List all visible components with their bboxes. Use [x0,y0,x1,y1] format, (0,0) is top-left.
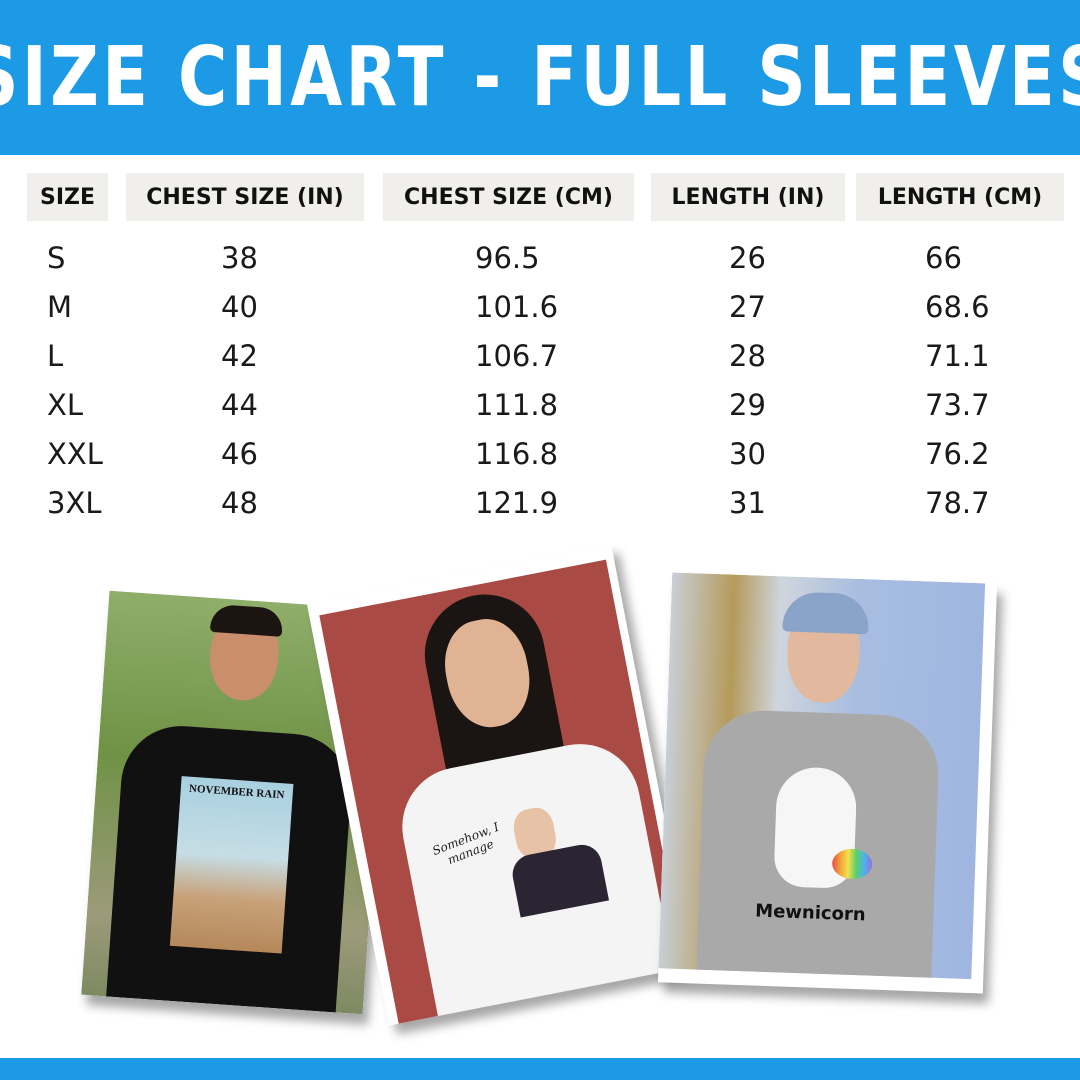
header-length-cm: LENGTH (CM) [856,173,1064,221]
cell-chest-cm: 106.7 [475,339,559,373]
cell-size: XXL [47,437,103,471]
cell-chest-cm: 111.8 [475,388,559,422]
product-photo-grey-shirt: Mewnicorn [657,572,998,994]
cell-chest-cm: 96.5 [475,241,540,275]
cell-chest-in: 38 [221,241,258,275]
cell-length-in: 26 [729,241,766,275]
shirt-print-mewnicorn: Mewnicorn [754,900,867,926]
cell-length-in: 28 [729,339,766,373]
cell-chest-in: 46 [221,437,258,471]
cell-length-cm: 78.7 [925,486,990,520]
cell-chest-in: 44 [221,388,258,422]
footer-bar [0,1058,1080,1080]
header-chest-in: CHEST SIZE (IN) [126,173,364,221]
cell-length-cm: 71.1 [925,339,990,373]
cell-chest-cm: 121.9 [475,486,559,520]
cell-size: XL [47,388,84,422]
header-chest-cm: CHEST SIZE (CM) [383,173,634,221]
shirt-print-november-rain: NOVEMBER RAIN [169,776,294,954]
cell-length-cm: 76.2 [925,437,990,471]
cell-chest-in: 42 [221,339,258,373]
cell-chest-cm: 116.8 [475,437,559,471]
cell-length-in: 29 [729,388,766,422]
cell-length-cm: 66 [925,241,962,275]
cell-size: 3XL [47,486,102,520]
header-length-in: LENGTH (IN) [651,173,845,221]
title-banner: SIZE CHART - FULL SLEEVES [0,0,1080,155]
cell-chest-cm: 101.6 [475,290,559,324]
cell-length-cm: 68.6 [925,290,990,324]
cell-length-cm: 73.7 [925,388,990,422]
header-size: SIZE [27,173,108,221]
cell-size: M [47,290,73,324]
cell-length-in: 31 [729,486,766,520]
cell-length-in: 30 [729,437,766,471]
cell-chest-in: 40 [221,290,258,324]
cell-size: S [47,241,66,275]
cell-size: L [47,339,64,373]
cell-length-in: 27 [729,290,766,324]
page-title: SIZE CHART - FULL SLEEVES [0,30,1080,125]
cell-chest-in: 48 [221,486,258,520]
